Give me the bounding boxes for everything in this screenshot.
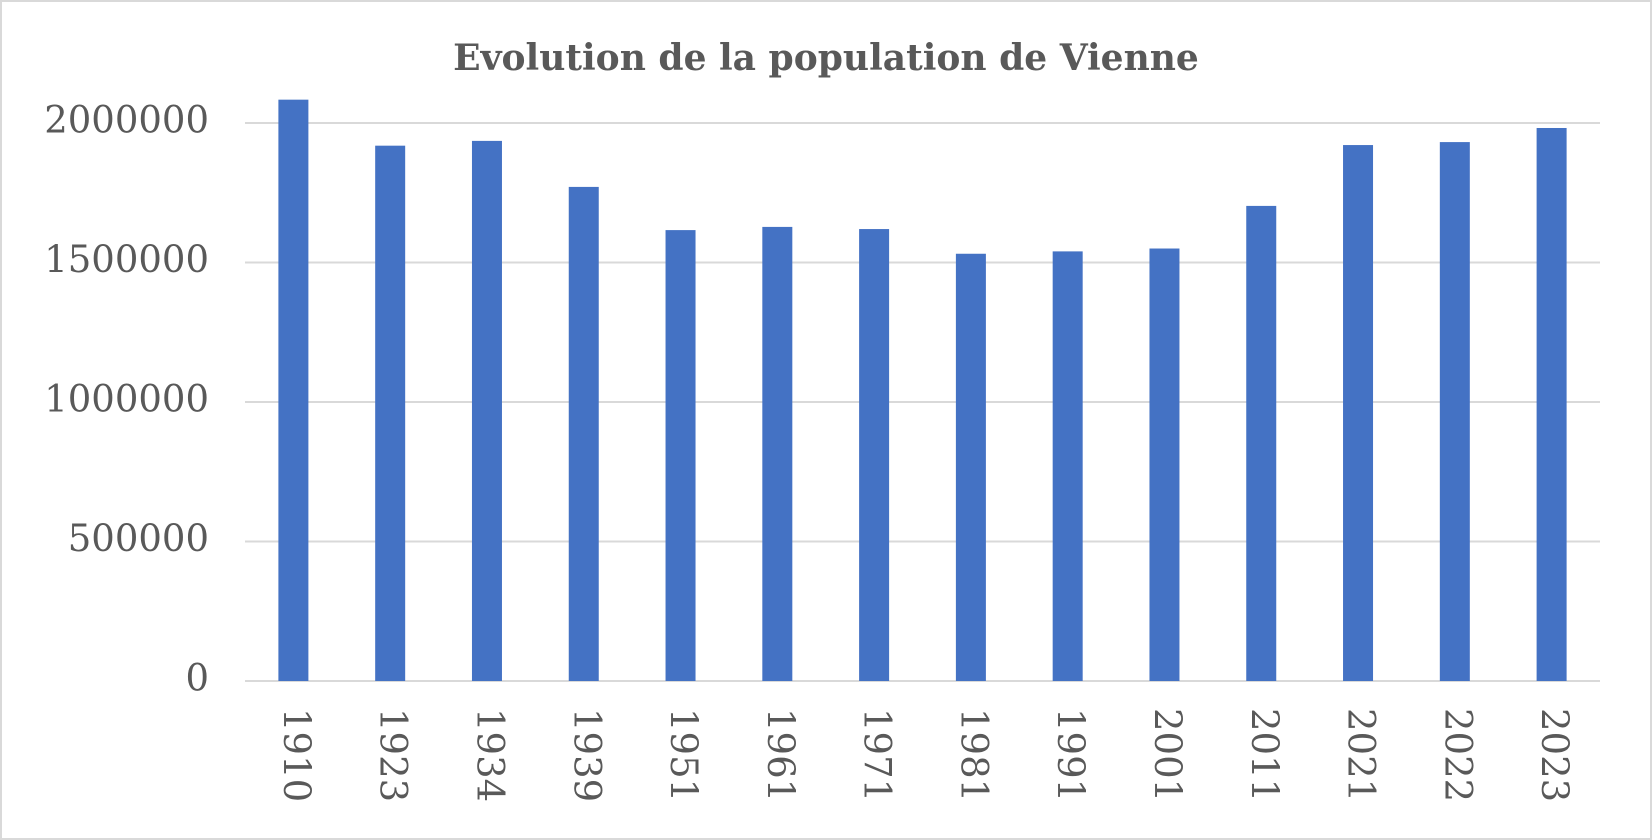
x-tick-label: 2011 <box>1243 708 1286 802</box>
bar <box>375 145 406 681</box>
x-tick-label: 1951 <box>662 708 705 802</box>
x-tick-label: 2022 <box>1436 708 1479 802</box>
bar <box>859 229 890 682</box>
x-tick-label: 2021 <box>1340 708 1383 802</box>
y-tick-label: 500000 <box>68 517 209 560</box>
bar <box>278 99 309 681</box>
bar <box>1052 251 1083 682</box>
x-tick-label: 1923 <box>372 708 415 802</box>
x-tick-label: 2023 <box>1533 708 1576 802</box>
y-tick-label: 1500000 <box>44 238 209 281</box>
y-tick-label: 0 <box>185 657 209 700</box>
x-tick-label: 1934 <box>468 708 511 802</box>
bar <box>665 230 696 681</box>
x-tick-label: 2001 <box>1146 708 1189 802</box>
bar <box>1149 248 1180 681</box>
bar <box>1536 127 1567 681</box>
y-tick-label: 2000000 <box>44 99 209 142</box>
x-tick-label: 1981 <box>952 708 995 802</box>
x-tick-label: 1961 <box>759 708 802 802</box>
bar <box>762 226 793 681</box>
x-tick-label: 1991 <box>1049 708 1092 802</box>
bar <box>1246 205 1277 682</box>
bar <box>1343 145 1374 681</box>
x-tick-label: 1910 <box>275 708 318 802</box>
bar <box>1439 142 1470 681</box>
x-tick-label: 1939 <box>565 708 608 802</box>
bar <box>471 140 502 681</box>
y-tick-label: 1000000 <box>44 378 209 421</box>
x-tick-label: 1971 <box>856 708 899 802</box>
chart-title: Evolution de la population de Vienne <box>453 37 1199 79</box>
bar <box>568 186 599 681</box>
bar <box>955 253 986 682</box>
